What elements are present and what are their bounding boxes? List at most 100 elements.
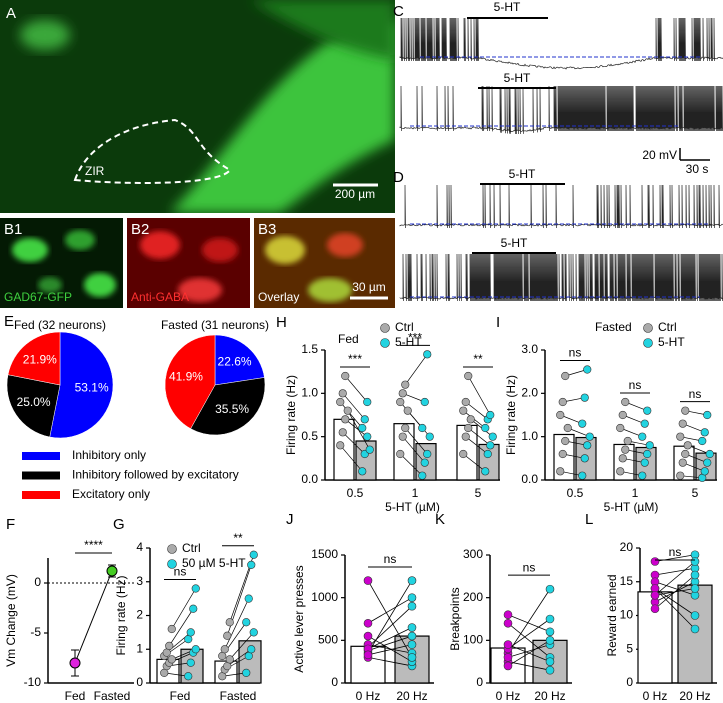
voltage-trace (399, 85, 723, 135)
data-point (423, 350, 432, 359)
data-point (338, 389, 347, 398)
mean-point (69, 657, 81, 669)
y-tick-label: 1500 (311, 547, 338, 561)
x-tick-label: 1 (632, 486, 639, 500)
data-point (423, 449, 432, 459)
pair-line (227, 648, 252, 667)
y-tick-label: 0 (34, 575, 41, 589)
y-tick-label: 20 (620, 540, 634, 554)
data-point (247, 645, 256, 654)
data-point (249, 628, 258, 637)
data-point (247, 560, 256, 569)
scale-bar-label: 200 µm (335, 187, 375, 201)
data-point (486, 441, 495, 450)
pair-line (367, 657, 413, 667)
significance-label: ns (174, 565, 187, 579)
data-point (690, 557, 700, 566)
data-point (681, 406, 690, 415)
data-point (503, 653, 513, 662)
y-tick-label: 300 (463, 547, 483, 561)
data-point (407, 576, 417, 585)
y-tick-label: 1.5 (301, 342, 318, 356)
data-point (623, 436, 632, 446)
data-point (398, 432, 407, 441)
panel-label: H (276, 314, 287, 331)
data-point (358, 423, 367, 433)
pair-line (339, 401, 363, 429)
pie-slice (49, 331, 114, 439)
pair-line (468, 427, 491, 446)
data-point (420, 458, 429, 467)
slice-label: 22.6% (218, 354, 252, 368)
data-point (420, 397, 429, 407)
data-point (700, 467, 709, 476)
caption: Anti-GABA (131, 290, 189, 304)
bar (677, 584, 713, 684)
data-point (578, 419, 587, 428)
y-tick-label: 500 (318, 633, 338, 647)
legend-swatch (22, 491, 60, 499)
y-tick-label: 0 (626, 675, 633, 689)
legend-label: Inhibitory only (72, 448, 146, 462)
pair-line (367, 580, 413, 658)
data-point (360, 415, 369, 424)
data-point (363, 397, 372, 407)
data-point (338, 428, 347, 437)
panel-label: K (435, 511, 445, 528)
data-point (621, 397, 630, 407)
data-point (676, 471, 685, 480)
pair-line (507, 661, 551, 671)
pair-line (507, 644, 551, 658)
data-point (650, 590, 660, 600)
data-point (643, 406, 652, 415)
x-tick-label: 0 Hz (496, 689, 521, 703)
data-point (650, 604, 660, 614)
data-point (703, 410, 712, 420)
slice-label: 53.1% (75, 380, 109, 394)
data-point (220, 645, 229, 654)
x-tick-label: Fasted (220, 689, 257, 703)
data-point (556, 467, 565, 476)
data-point (616, 467, 625, 476)
image-b3 (254, 218, 395, 308)
y-tick-label: 1000 (311, 590, 338, 604)
pair-line (347, 410, 371, 450)
significance-label: ns (629, 378, 642, 392)
legend-marker (380, 323, 390, 333)
data-point (558, 449, 567, 459)
pair-line (399, 401, 423, 429)
y-tick-label: 4 (136, 540, 143, 554)
group-tag: Fed (338, 332, 359, 346)
panel-label: A (6, 5, 16, 22)
data-point (459, 406, 468, 415)
data-point (645, 441, 654, 450)
data-point (341, 371, 350, 381)
data-point (583, 441, 592, 450)
data-point (558, 397, 567, 407)
legend-label: 5-HT (395, 335, 422, 349)
significance-label: ns (569, 346, 582, 360)
caption: GAD67-GFP (4, 290, 72, 304)
chart-title: Fasted (31 neurons) (161, 318, 269, 332)
x-tick-label: Fed (65, 689, 86, 703)
data-point (563, 423, 572, 433)
y-tick-label: 0.0 (521, 472, 538, 486)
data-point (640, 419, 649, 428)
image-b2 (127, 218, 250, 308)
pair-line (654, 561, 696, 596)
x-tick-label: 1 (412, 486, 419, 500)
y-tick-label: 1.0 (521, 429, 538, 443)
data-point (407, 601, 417, 611)
data-point (681, 449, 690, 459)
scale-bar-label: 30 µm (352, 280, 386, 294)
pair-line (345, 419, 368, 437)
panel-label: L (585, 511, 593, 528)
y-tick-label: 0.5 (301, 429, 318, 443)
pair-line (367, 644, 413, 656)
data-point (249, 550, 258, 559)
x-tick-label: 5 (475, 486, 482, 500)
pair-line (654, 567, 696, 576)
panel-label: I (496, 314, 500, 331)
data-point (483, 449, 492, 459)
data-point (643, 449, 652, 459)
